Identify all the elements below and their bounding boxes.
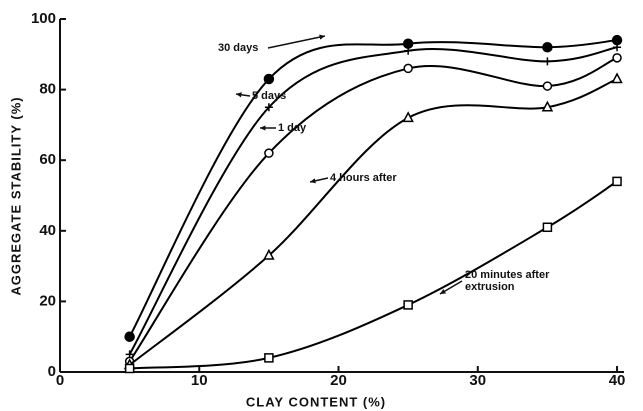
point [404,46,413,55]
series-label: 30 days [218,42,259,54]
point [611,72,623,84]
series-label: 1 day [278,122,307,134]
x-tick-label: 40 [609,372,626,389]
x-tick-label: 10 [191,372,208,389]
point [541,100,554,112]
point [542,222,553,233]
point [263,73,275,85]
point [403,300,413,310]
y-tick-label: 40 [39,222,56,239]
point [264,353,274,363]
point [264,103,273,112]
point [124,363,135,374]
fit-curve [129,78,618,366]
point [542,41,553,53]
x-tick-label: 20 [330,372,347,389]
point [263,248,275,260]
x-tick-label: 0 [56,372,64,389]
annotation-arrowhead [440,289,446,294]
point [402,111,414,123]
x-axis-title: CLAY CONTENT (%) [246,394,386,409]
point [264,148,274,158]
y-tick-label: 20 [39,292,56,309]
annotation-arrowhead [319,34,325,40]
annotation-arrowhead [260,125,266,131]
point [542,81,553,91]
annotation-arrowhead [236,92,242,98]
series-label: 5 days [252,90,287,102]
point [403,63,413,74]
y-axis-title: AGGREGATE STABILITY (%) [8,96,23,295]
point [612,53,622,63]
y-tick-label: 80 [39,81,56,98]
point [543,57,552,66]
series-label: 20 minutes after extrusion [465,269,550,293]
annotation-arrow [267,35,326,49]
y-tick-label: 60 [39,151,56,168]
y-tick-label: 100 [31,10,56,27]
point [613,43,622,52]
y-tick-label: 0 [48,363,56,380]
point [124,331,135,342]
annotation-arrowhead [310,178,316,184]
point [612,176,622,187]
series-label: 4 hours after [330,172,397,184]
x-tick-label: 30 [469,372,486,389]
